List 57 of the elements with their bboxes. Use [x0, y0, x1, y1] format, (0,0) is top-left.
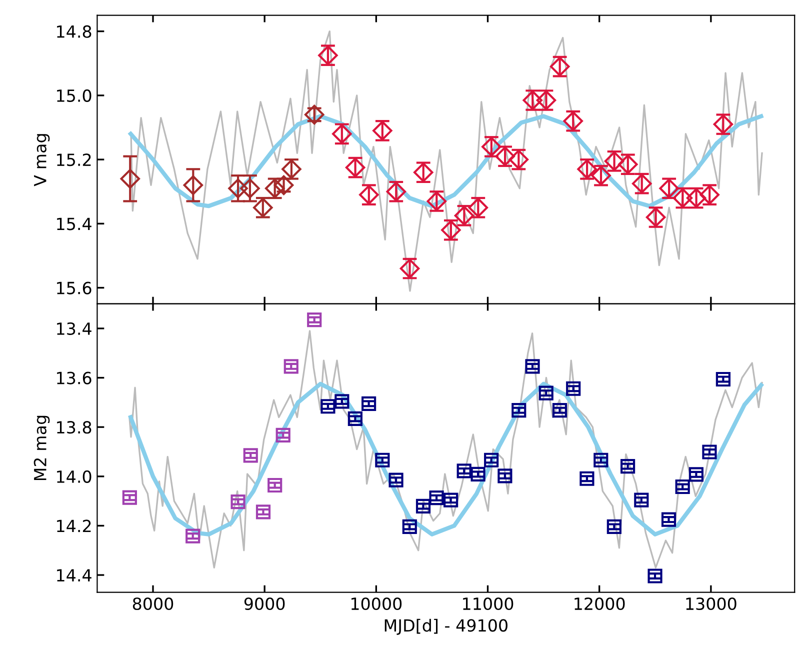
point	[122, 490, 137, 505]
y-tick-label: 14.2	[57, 520, 91, 532]
y-tick-label: 13.4	[57, 322, 92, 336]
x-tick-label: 12000	[574, 597, 625, 610]
point	[284, 359, 298, 374]
point	[243, 448, 258, 463]
x-tick-label: 9000	[244, 597, 285, 610]
point	[402, 519, 417, 534]
x-tick-label: 8000	[132, 597, 174, 610]
point	[256, 504, 271, 520]
y-tick-label: 15.6	[57, 282, 92, 294]
point	[661, 512, 676, 527]
point	[620, 458, 636, 474]
y-tick-label: 14.0	[57, 470, 92, 483]
x-tick-label: 10000	[351, 597, 402, 610]
line-series	[130, 30, 763, 292]
y-tick-label: 14.4	[57, 569, 92, 582]
point	[606, 519, 622, 534]
y-tick-label: 13.8	[57, 421, 92, 434]
point	[634, 492, 649, 508]
point	[183, 175, 204, 196]
y-tick-label: 15.2	[57, 153, 91, 166]
point	[348, 411, 362, 426]
y-axis-title: V mag	[34, 134, 50, 186]
point	[594, 452, 608, 468]
point	[538, 386, 554, 400]
y-tick-label: 13.6	[57, 372, 92, 384]
y-axis-title: M2 mag	[34, 416, 50, 480]
point	[307, 312, 322, 328]
point	[362, 396, 376, 411]
point	[512, 403, 526, 418]
point	[675, 479, 690, 494]
x-tick-label: 13000	[686, 597, 736, 610]
point	[648, 568, 662, 584]
point	[240, 178, 260, 198]
point	[580, 471, 594, 486]
point	[484, 452, 499, 468]
point	[228, 178, 248, 198]
point	[120, 168, 140, 189]
point	[688, 467, 704, 482]
x-axis-title: MJD[d] - 49100	[384, 618, 508, 635]
point	[498, 468, 512, 484]
point	[276, 428, 290, 443]
point	[388, 472, 404, 488]
point	[186, 528, 200, 544]
point	[566, 381, 581, 396]
x-tick-label: 11000	[463, 597, 514, 610]
point	[375, 452, 390, 468]
y-tick-label: 15.0	[57, 89, 92, 102]
point	[552, 403, 568, 418]
point	[702, 444, 717, 460]
y-tick-label: 15.4	[57, 218, 92, 230]
point	[716, 372, 730, 387]
point	[525, 359, 540, 374]
point	[268, 478, 282, 493]
y-tick-label: 14.8	[57, 25, 92, 38]
point	[230, 494, 246, 510]
